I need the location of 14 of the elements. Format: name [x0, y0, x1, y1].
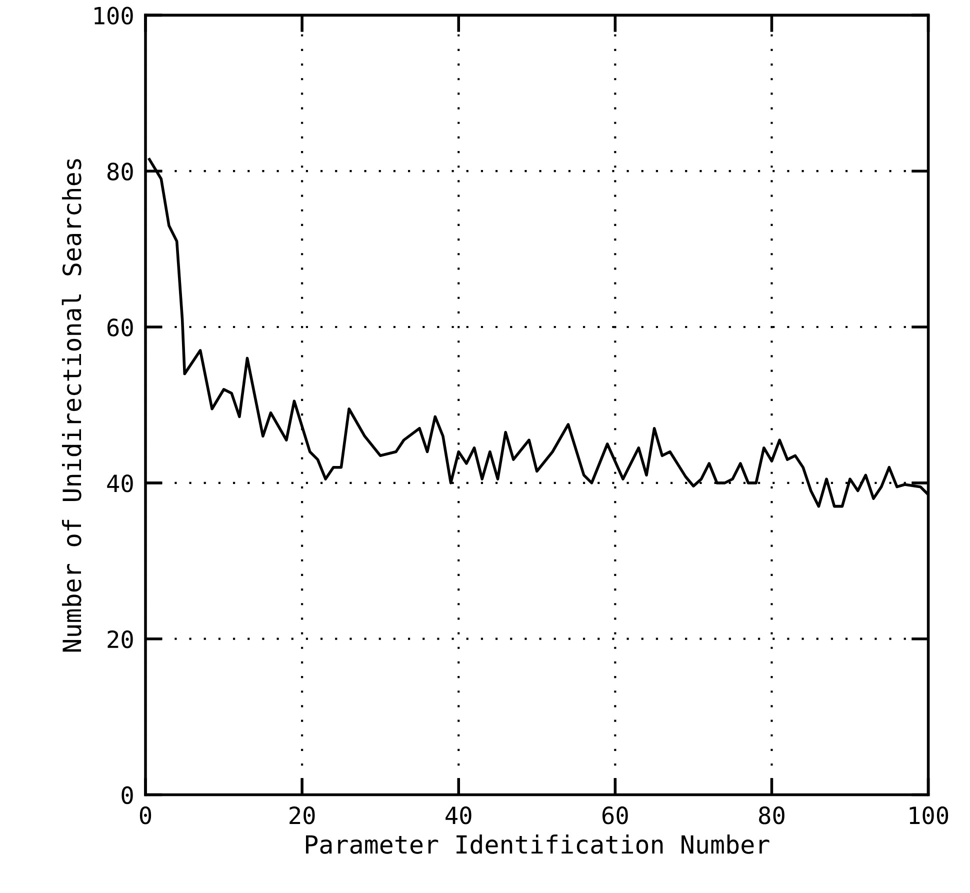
- y-tick-label: 100: [94, 6, 133, 25]
- x-tick-label: 40: [446, 806, 472, 824]
- x-axis-title: Parameter Identification Number: [306, 834, 770, 854]
- x-tick-label: 80: [759, 806, 784, 824]
- y-tick-label: 40: [107, 474, 133, 492]
- x-tick-label: 0: [140, 806, 152, 824]
- y-tick-label: 20: [108, 630, 133, 648]
- x-tick-label: 100: [910, 806, 948, 824]
- y-tick-label: 60: [107, 318, 133, 336]
- x-tick-label: 60: [602, 806, 628, 824]
- x-tick-label: 20: [290, 806, 315, 824]
- y-tick-label: 0: [122, 786, 133, 804]
- y-tick-label: 80: [107, 162, 133, 180]
- y-axis-title: Number of Unidirectional Searches: [62, 159, 82, 652]
